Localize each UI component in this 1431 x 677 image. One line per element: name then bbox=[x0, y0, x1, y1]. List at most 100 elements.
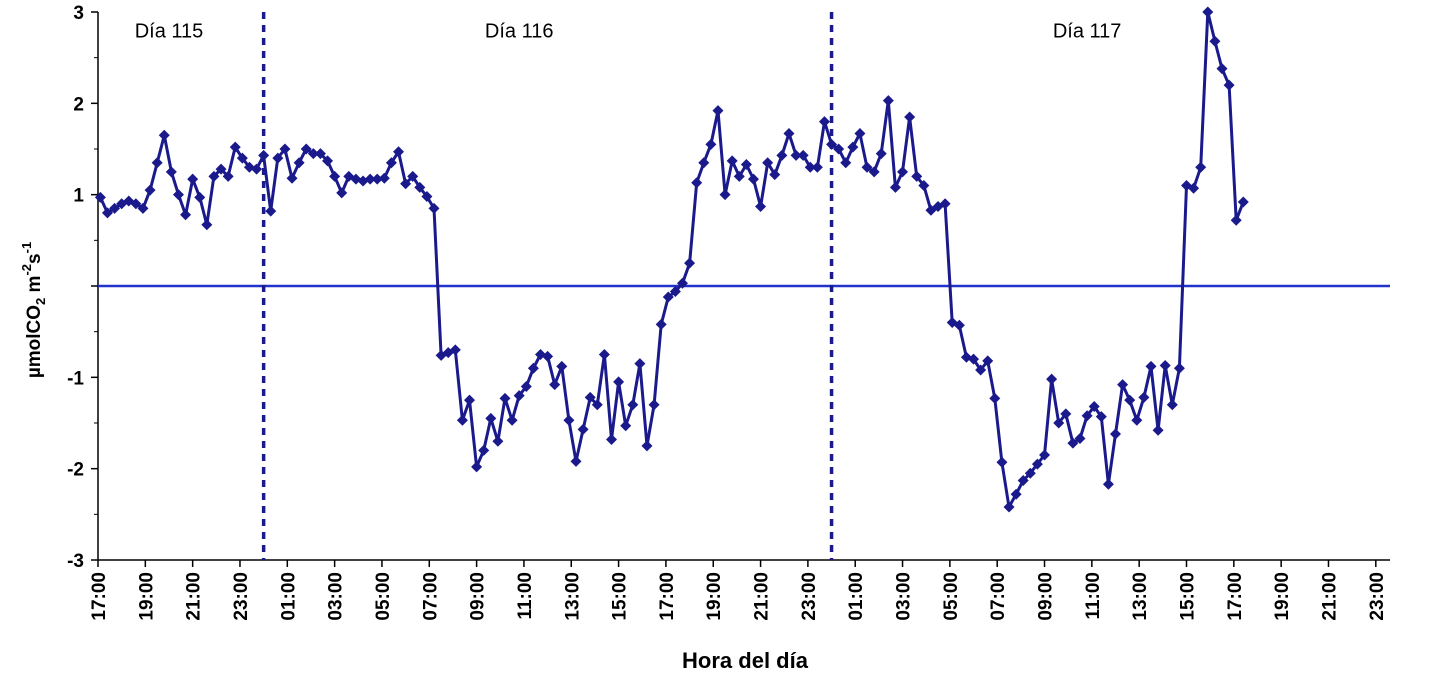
data-point bbox=[1031, 458, 1043, 470]
data-point bbox=[747, 173, 759, 185]
data-point bbox=[215, 163, 227, 175]
data-point bbox=[1110, 428, 1122, 440]
data-point bbox=[421, 190, 433, 202]
data-point bbox=[563, 414, 575, 426]
data-point bbox=[1124, 394, 1136, 406]
y-label-unit: m bbox=[24, 276, 45, 298]
data-point bbox=[826, 138, 838, 150]
x-tick-label: 19:00 bbox=[1272, 572, 1293, 621]
data-point bbox=[101, 207, 113, 219]
data-point bbox=[165, 166, 177, 178]
data-point bbox=[307, 148, 319, 160]
data-point bbox=[378, 172, 390, 184]
data-point bbox=[265, 205, 277, 217]
data-point bbox=[1159, 359, 1171, 371]
data-point bbox=[868, 166, 880, 178]
y-tick-label: -3 bbox=[67, 551, 84, 572]
x-tick-label: 09:00 bbox=[468, 572, 489, 621]
data-point bbox=[662, 291, 674, 303]
data-point bbox=[1117, 379, 1129, 391]
data-point bbox=[542, 350, 554, 362]
data-point bbox=[549, 379, 561, 391]
data-point bbox=[499, 392, 511, 404]
data-point bbox=[996, 456, 1008, 468]
data-point bbox=[818, 116, 830, 128]
x-tick-label: 21:00 bbox=[752, 572, 773, 621]
data-point bbox=[655, 318, 667, 330]
y-tick-label: -2 bbox=[67, 460, 84, 481]
data-point bbox=[620, 420, 632, 432]
data-point bbox=[591, 399, 603, 411]
data-point bbox=[797, 149, 809, 161]
y-tick-label: -1 bbox=[67, 368, 84, 389]
data-point bbox=[329, 170, 341, 182]
data-point bbox=[1152, 424, 1164, 436]
data-point bbox=[726, 155, 738, 167]
x-tick-label: 03:00 bbox=[894, 572, 915, 621]
y-tick-label: 3 bbox=[73, 3, 84, 24]
x-tick-label: 13:00 bbox=[1130, 572, 1151, 621]
data-point bbox=[968, 353, 980, 365]
x-tick-label: 21:00 bbox=[1319, 572, 1340, 621]
data-point bbox=[691, 177, 703, 189]
data-point bbox=[676, 277, 688, 289]
data-point bbox=[882, 95, 894, 107]
data-point bbox=[187, 173, 199, 185]
data-point bbox=[251, 163, 263, 175]
x-tick-label: 01:00 bbox=[278, 572, 299, 621]
x-tick-label: 13:00 bbox=[562, 572, 583, 621]
data-point bbox=[712, 105, 724, 117]
data-point bbox=[570, 455, 582, 467]
data-point bbox=[833, 143, 845, 155]
x-tick-label: 19:00 bbox=[136, 572, 157, 621]
data-point bbox=[804, 161, 816, 173]
day-annotation: Día 116 bbox=[485, 20, 554, 42]
data-point bbox=[584, 391, 596, 403]
x-tick-label: 03:00 bbox=[326, 572, 347, 621]
data-point bbox=[1209, 35, 1221, 47]
data-point bbox=[464, 394, 476, 406]
y-label-sub: 2 bbox=[33, 298, 48, 305]
data-point bbox=[208, 170, 220, 182]
data-point bbox=[684, 257, 696, 269]
data-point bbox=[407, 170, 419, 182]
data-point bbox=[1166, 399, 1178, 411]
data-point bbox=[1024, 467, 1036, 479]
y-label-unit2: s bbox=[24, 253, 45, 264]
data-point bbox=[577, 423, 589, 435]
data-point bbox=[1046, 373, 1058, 385]
data-point bbox=[130, 198, 142, 210]
x-tick-label: 05:00 bbox=[941, 572, 962, 621]
data-point bbox=[613, 376, 625, 388]
data-point bbox=[222, 170, 234, 182]
data-point bbox=[953, 319, 965, 331]
data-point bbox=[556, 360, 568, 372]
data-point bbox=[300, 143, 312, 155]
data-point bbox=[1088, 401, 1100, 413]
data-point bbox=[755, 201, 767, 213]
data-point bbox=[393, 146, 405, 158]
x-axis-label: Hora del día bbox=[682, 648, 809, 673]
data-point bbox=[939, 198, 951, 210]
data-point bbox=[790, 149, 802, 161]
data-point bbox=[1081, 410, 1093, 422]
data-point bbox=[258, 149, 270, 161]
data-point bbox=[1202, 6, 1214, 18]
data-point bbox=[989, 392, 1001, 404]
data-point bbox=[911, 170, 923, 182]
y-label-main: µmolCO bbox=[24, 305, 45, 378]
data-point bbox=[627, 399, 639, 411]
data-point bbox=[776, 149, 788, 161]
data-point bbox=[272, 152, 284, 164]
data-point bbox=[414, 181, 426, 193]
data-point bbox=[605, 433, 617, 445]
data-point bbox=[449, 344, 461, 356]
data-point bbox=[151, 157, 163, 169]
data-point bbox=[889, 181, 901, 193]
x-tick-label: 15:00 bbox=[1177, 572, 1198, 621]
data-point bbox=[1138, 391, 1150, 403]
data-point bbox=[144, 184, 156, 196]
data-point bbox=[172, 189, 184, 201]
x-tick-label: 11:00 bbox=[515, 572, 536, 620]
